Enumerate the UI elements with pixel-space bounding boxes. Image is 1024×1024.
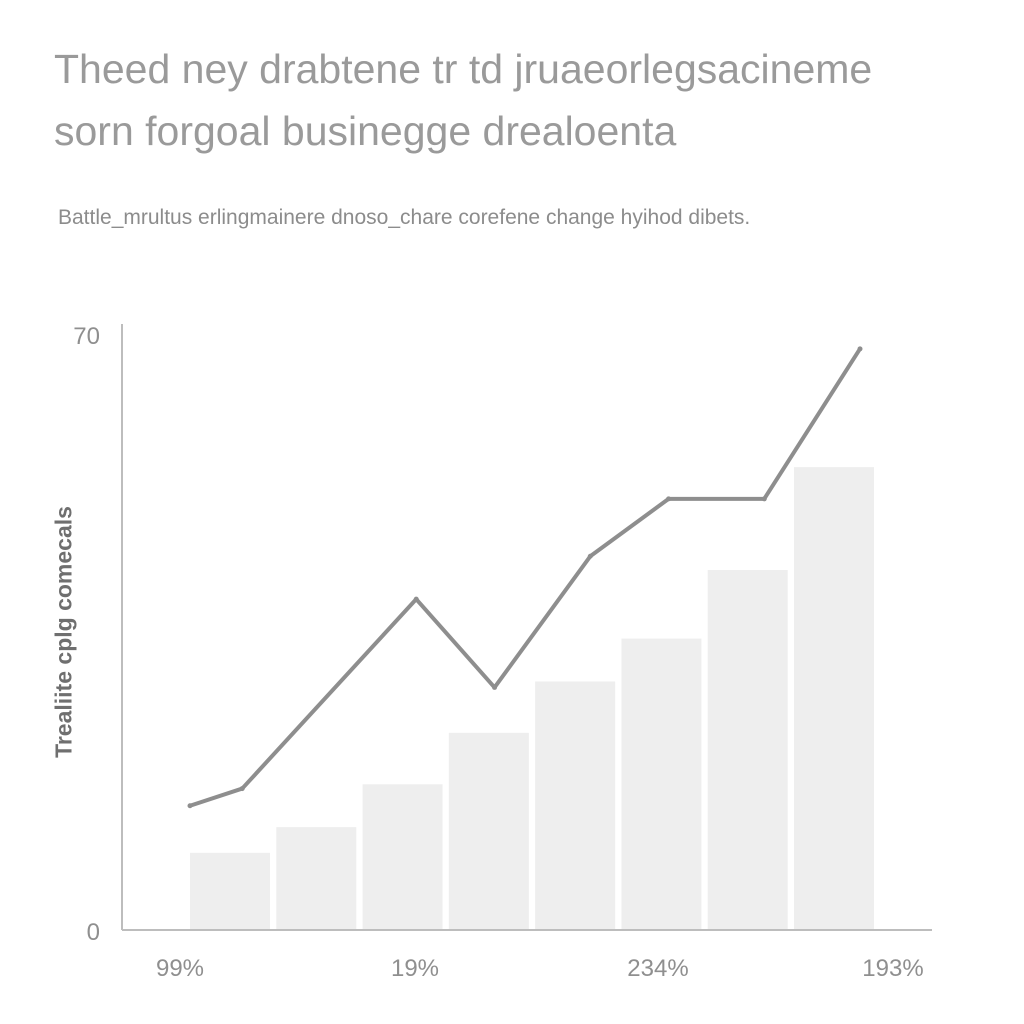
line-point-7 [761, 496, 767, 502]
bar-4 [448, 732, 529, 930]
bar-2 [276, 827, 357, 930]
axes-layer [121, 324, 932, 931]
line-point-5 [587, 553, 593, 559]
line-point-4 [492, 684, 498, 690]
x-tick-label-2: 19% [391, 955, 439, 982]
ticks-layer: 0 70 99% 19% 234% 193% [73, 323, 923, 982]
chart-title: Theed ney drabtene tr td jruaeorlegsacin… [54, 46, 873, 154]
line-layer [187, 346, 863, 809]
line-point-2 [239, 786, 245, 792]
bar-5 [535, 681, 616, 930]
x-tick-label-1: 99% [156, 955, 204, 982]
x-tick-label-3: 234% [627, 955, 688, 982]
bars-layer [190, 467, 874, 930]
line-point-8 [857, 346, 863, 352]
y-tick-label-1: 0 [87, 919, 100, 946]
line-point-6 [666, 496, 672, 502]
bar-7 [707, 570, 788, 930]
y-tick-label-2: 70 [73, 323, 100, 350]
line-point-3 [413, 596, 419, 602]
trend-line [188, 346, 862, 808]
bar-3 [362, 784, 443, 930]
line-point-1 [187, 803, 193, 809]
bar-8 [794, 467, 874, 930]
bar-6 [621, 638, 702, 930]
chart-subtitle: Battle_mrultus erlingmainere dnoso_chare… [58, 206, 751, 229]
x-tick-label-4: 193% [862, 955, 923, 982]
bar-1 [190, 852, 270, 930]
